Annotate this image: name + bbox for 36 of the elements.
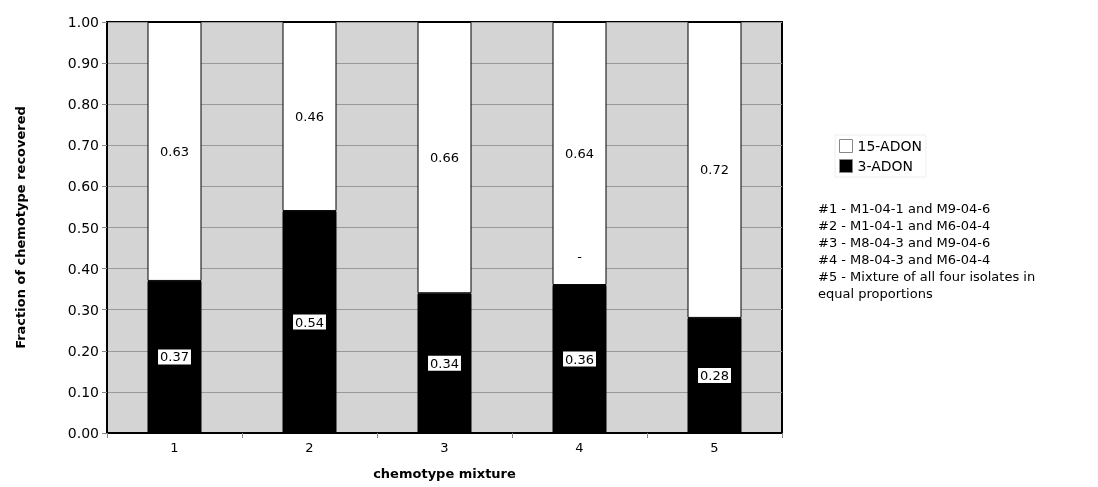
- data-label: 0.64: [565, 146, 594, 162]
- legend-label: 3-ADON: [857, 158, 914, 174]
- y-tick-label: 0.00: [67, 425, 99, 441]
- y-axis-title: Fraction of chemotype recovered: [13, 106, 28, 349]
- data-label: 0.37: [160, 349, 189, 365]
- annotation: -: [577, 248, 583, 264]
- x-axis-title: chemotype mixture: [373, 466, 517, 481]
- data-label: 0.54: [295, 314, 324, 330]
- y-tick-label: 0.70: [67, 137, 99, 154]
- data-label: 0.63: [160, 143, 189, 159]
- y-tick-label: 0.80: [67, 96, 99, 113]
- x-tick-label: 1: [170, 440, 179, 455]
- y-tick-label: 0.30: [67, 301, 99, 318]
- x-tick-label: 5: [710, 440, 719, 455]
- legend-label: 15-ADON: [857, 138, 922, 154]
- y-tick-label: 0.90: [67, 55, 99, 72]
- y-tick-label: 0.60: [67, 178, 99, 195]
- text: #5 - Mixture of all four isolates in equal proportions: [818, 269, 1040, 301]
- data-label: 0.34: [430, 355, 459, 371]
- text: #2 - M1-04-1 and M6-04-4: [818, 218, 991, 233]
- text: #3 - M8-04-3 and M9-04-6: [818, 235, 991, 250]
- x-tick-label: 3: [440, 440, 449, 455]
- y-tick-label: 0.20: [67, 342, 99, 359]
- data-label: 0.46: [295, 109, 324, 125]
- x-tick-label: 2: [305, 440, 314, 455]
- y-tick-label: 0.50: [67, 219, 99, 236]
- text: #1 - M1-04-1 and M9-04-6: [818, 201, 991, 216]
- y-tick-label: 0.40: [67, 260, 99, 277]
- text: #4 - M8-04-3 and M6-04-4: [818, 252, 991, 267]
- data-label: 0.66: [430, 150, 459, 166]
- data-label: 0.36: [565, 351, 594, 367]
- data-label: 0.28: [700, 367, 729, 383]
- y-tick-label: 0.10: [67, 383, 99, 400]
- y-tick-label: 1.00: [67, 14, 99, 30]
- data-label: 0.72: [700, 162, 729, 178]
- x-tick-label: 4: [575, 440, 584, 455]
